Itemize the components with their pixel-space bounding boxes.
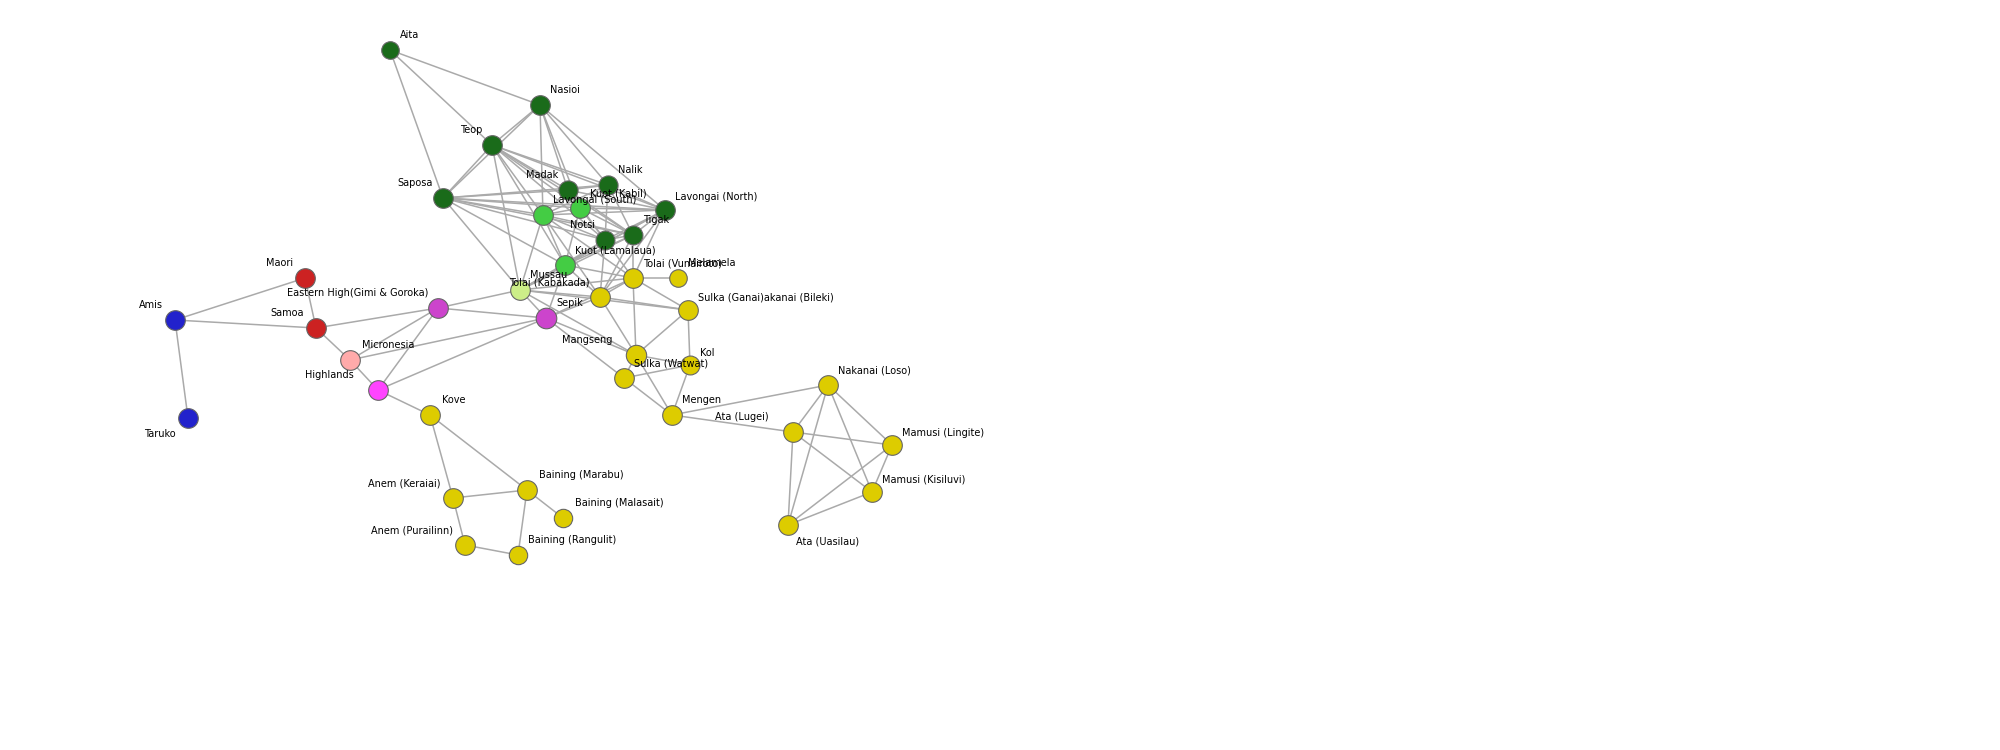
Text: Sulka (Ganai)akanai (Bileki): Sulka (Ganai)akanai (Bileki) xyxy=(698,292,834,302)
Point xyxy=(674,359,706,371)
Point xyxy=(552,184,584,196)
Point xyxy=(616,229,648,241)
Text: Baining (Malasait): Baining (Malasait) xyxy=(576,498,664,508)
Point xyxy=(530,312,562,324)
Point xyxy=(548,259,582,271)
Text: Kove: Kove xyxy=(442,395,466,405)
Text: Saposa: Saposa xyxy=(398,178,432,188)
Text: Mamusi (Kisiluvi): Mamusi (Kisiluvi) xyxy=(882,475,966,484)
Point xyxy=(300,322,332,334)
Point xyxy=(776,426,808,438)
Point xyxy=(548,512,580,524)
Text: Ata (Lugei): Ata (Lugei) xyxy=(716,413,768,422)
Text: Mussau: Mussau xyxy=(530,270,568,280)
Point xyxy=(504,284,536,296)
Point xyxy=(524,99,556,111)
Point xyxy=(422,302,454,314)
Point xyxy=(502,549,534,561)
Text: Notsi: Notsi xyxy=(570,220,596,230)
Point xyxy=(876,439,908,451)
Text: Anem (Keraiai): Anem (Keraiai) xyxy=(368,478,440,488)
Text: Micronesia: Micronesia xyxy=(362,340,414,350)
Point xyxy=(564,202,596,214)
Point xyxy=(672,304,704,316)
Point xyxy=(476,139,508,151)
Text: Mamusi (Lingite): Mamusi (Lingite) xyxy=(902,427,984,437)
Text: Nasioi: Nasioi xyxy=(550,86,580,95)
Text: Baining (Rangulit): Baining (Rangulit) xyxy=(528,536,616,545)
Text: Tolai (Vunairoto): Tolai (Vunairoto) xyxy=(644,258,722,268)
Point xyxy=(288,272,320,284)
Text: Kol: Kol xyxy=(700,347,714,358)
Point xyxy=(588,234,620,246)
Point xyxy=(620,349,652,361)
Text: Melamela: Melamela xyxy=(688,258,736,268)
Text: Sulka (Watwat): Sulka (Watwat) xyxy=(634,358,708,368)
Text: Baining (Marabu): Baining (Marabu) xyxy=(540,470,624,480)
Text: Lavongai (North): Lavongai (North) xyxy=(676,193,758,202)
Text: Mangseng: Mangseng xyxy=(562,335,612,345)
Point xyxy=(656,409,688,421)
Text: Teop: Teop xyxy=(460,125,482,135)
Point xyxy=(616,272,648,284)
Point xyxy=(448,539,482,551)
Text: Anem (Purailinn): Anem (Purailinn) xyxy=(372,525,452,536)
Point xyxy=(512,484,544,496)
Point xyxy=(772,519,804,531)
Point xyxy=(172,412,204,424)
Text: Aita: Aita xyxy=(400,30,420,40)
Point xyxy=(812,379,844,391)
Text: Tigak: Tigak xyxy=(644,215,670,225)
Text: Highlands: Highlands xyxy=(306,370,354,380)
Point xyxy=(592,179,624,191)
Point xyxy=(528,209,560,221)
Point xyxy=(648,204,680,216)
Point xyxy=(334,354,366,366)
Text: Sepik: Sepik xyxy=(556,298,582,308)
Text: Mengen: Mengen xyxy=(682,395,722,405)
Point xyxy=(160,314,192,326)
Point xyxy=(428,192,460,204)
Text: Taruko: Taruko xyxy=(144,429,176,439)
Text: Amis: Amis xyxy=(138,300,162,310)
Point xyxy=(362,384,394,396)
Text: Nalik: Nalik xyxy=(618,165,642,176)
Point xyxy=(608,372,640,384)
Point xyxy=(414,409,446,421)
Point xyxy=(584,291,616,303)
Point xyxy=(662,272,694,284)
Point xyxy=(374,44,406,56)
Text: Maori: Maori xyxy=(266,258,292,268)
Text: Tolai (Kabakada): Tolai (Kabakada) xyxy=(510,278,590,287)
Text: Samoa: Samoa xyxy=(270,308,304,318)
Point xyxy=(436,492,468,504)
Point xyxy=(856,486,888,498)
Text: Kuot (Kabil): Kuot (Kabil) xyxy=(590,188,646,198)
Text: Madak: Madak xyxy=(526,170,558,180)
Text: Lavongai (South): Lavongai (South) xyxy=(552,195,636,206)
Text: Eastern High(Gimi & Goroka): Eastern High(Gimi & Goroka) xyxy=(286,288,428,298)
Text: Kuot (Lamalaua): Kuot (Lamalaua) xyxy=(576,245,656,255)
Text: Ata (Uasilau): Ata (Uasilau) xyxy=(796,536,860,546)
Text: Nakanai (Loso): Nakanai (Loso) xyxy=(838,365,910,375)
